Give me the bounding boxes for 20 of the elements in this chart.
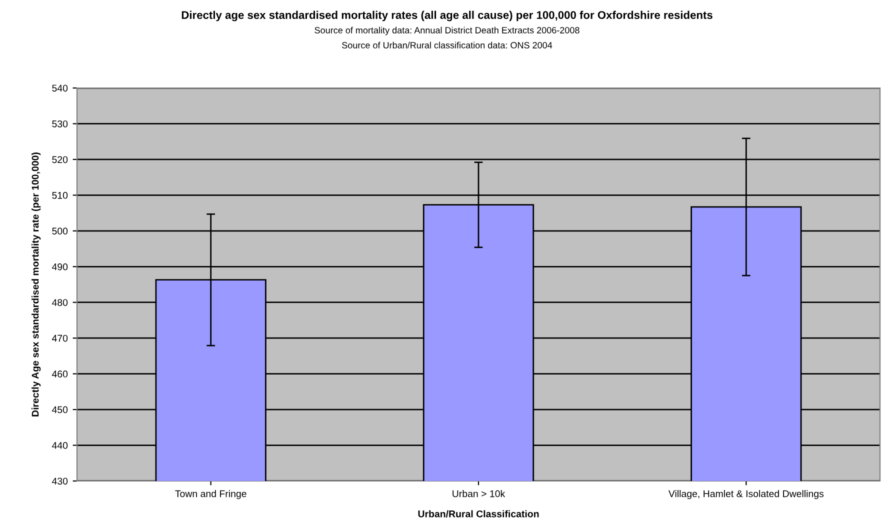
y-tick-label: 440 <box>52 442 68 449</box>
y-tick-label: 510 <box>52 192 68 199</box>
source-note: Source of mortality data: Annual District Death Extracts 2006-2008 <box>314 26 580 36</box>
x-tick-label: Town and Fringe <box>175 490 246 500</box>
y-tick-label: 530 <box>52 120 68 128</box>
y-tick-label: 540 <box>52 84 68 92</box>
y-tick-label: 450 <box>52 406 68 414</box>
chart-title: Directly age sex standardised mortality rates (all age all cause) per 100,000 for Oxfordshire residents <box>182 10 712 22</box>
y-tick-label: 460 <box>52 370 68 378</box>
y-tick-label: 470 <box>52 334 68 342</box>
y-tick-label: 500 <box>52 228 68 235</box>
y-tick-label: 480 <box>52 299 68 306</box>
x-axis-title: Urban/Rural Classification <box>418 510 539 518</box>
source-note: Source of Urban/Rural classification data: ONS 2004 <box>342 42 552 48</box>
y-tick-label: 520 <box>52 156 68 164</box>
y-axis-title: Directly Age sex standardised mortality rate (per 100,000) <box>32 152 41 416</box>
y-tick-label: 490 <box>52 263 68 270</box>
y-tick-label: 430 <box>52 478 68 485</box>
x-tick-label: Urban > 10k <box>452 490 506 498</box>
x-tick-label: Village, Hamlet & Isolated Dwellings <box>668 490 824 500</box>
